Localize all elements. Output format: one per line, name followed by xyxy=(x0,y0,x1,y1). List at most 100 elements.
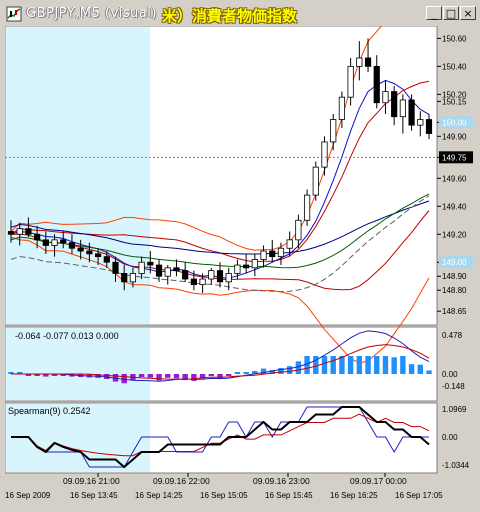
macd-indicator: 0.478 0.00 -0.148 xyxy=(8,330,465,391)
session-band-price xyxy=(6,27,150,324)
macd-histogram-bar xyxy=(374,356,380,374)
candle-body xyxy=(208,270,215,280)
candle-body xyxy=(7,231,15,235)
ma-slow-line xyxy=(10,200,430,255)
macd-histogram-bar xyxy=(278,367,284,374)
candle-body xyxy=(286,239,293,249)
candle-body xyxy=(51,239,58,246)
candle-body xyxy=(391,91,398,118)
candle-body xyxy=(373,65,380,104)
candle-body xyxy=(138,261,145,274)
spearman-label: Spearman(9) 0.2542 xyxy=(8,406,91,416)
maximize-button[interactable]: □ xyxy=(443,6,459,20)
macd-histogram-bar xyxy=(286,366,293,374)
macd-histogram-bar xyxy=(199,374,206,379)
minimize-icon: _ xyxy=(431,7,437,20)
macd-histogram-bar xyxy=(43,374,49,377)
macd-histogram-bar xyxy=(304,356,310,374)
candle-body xyxy=(103,256,110,263)
macd-signal-line xyxy=(11,344,430,380)
price-tick-label: 150.00 xyxy=(442,118,467,127)
macd-histogram-bar xyxy=(60,374,66,376)
macd-histogram-bar xyxy=(347,356,354,374)
candle-body xyxy=(216,270,224,283)
price-tick-label: 149.40 xyxy=(442,202,467,211)
time-label-bottom: 16 Sep 15:05 xyxy=(200,491,248,500)
time-label-top: 09.09.16 21:00 xyxy=(63,476,120,486)
macd-axis-label: 0.00 xyxy=(442,370,458,379)
macd-histogram-bar xyxy=(34,374,40,376)
price-tick-label: 150.20 xyxy=(442,90,467,99)
candle-body xyxy=(199,278,206,286)
macd-histogram-bar xyxy=(208,374,214,376)
candle-body xyxy=(164,267,171,277)
macd-histogram-bar xyxy=(8,372,14,374)
price-tick-label: 148.90 xyxy=(442,272,467,281)
candle-body xyxy=(86,250,93,255)
macd-histogram-bar xyxy=(252,370,258,374)
candle-body xyxy=(147,261,154,266)
price-tick-label: 150.15 xyxy=(442,97,467,106)
macd-label: -0.064 -0.077 0.013 0.000 xyxy=(15,331,119,341)
candle-body xyxy=(277,247,285,258)
macd-main-line xyxy=(11,330,430,382)
close-button[interactable]: × xyxy=(460,6,476,20)
candle-body xyxy=(68,242,76,249)
maximize-icon: □ xyxy=(445,7,457,20)
event-annotation: 米）消費者物価指数 xyxy=(162,7,298,25)
candle-body xyxy=(260,250,267,260)
candle-body xyxy=(155,264,163,277)
time-label-bottom: 16 Sep 13:45 xyxy=(70,491,118,500)
macd-histogram-bar xyxy=(269,370,275,374)
macd-histogram-bar xyxy=(165,374,171,378)
macd-histogram-bar xyxy=(156,374,162,381)
candle-body xyxy=(94,253,102,258)
candle-body xyxy=(382,91,389,104)
candle-body xyxy=(417,119,424,126)
price-tick-label: 149.20 xyxy=(442,230,467,239)
macd-histogram-bar xyxy=(382,356,389,374)
candle-body xyxy=(356,57,363,67)
macd-histogram-bar xyxy=(321,356,328,374)
time-label-bottom: 16 Sep 14:25 xyxy=(135,491,183,500)
minimize-button[interactable]: _ xyxy=(426,6,442,20)
macd-axis-label: 0.478 xyxy=(442,331,463,340)
time-axis: 09.09.16 21:00 09.09.16 22:00 09.09.16 23:… xyxy=(5,473,443,500)
time-label-bottom: 16 Sep 2009 xyxy=(5,491,51,500)
macd-histogram-bar xyxy=(121,374,127,384)
candle-body xyxy=(321,141,328,168)
price-tick-label: 149.75 xyxy=(442,153,467,162)
candle-body xyxy=(425,119,433,134)
candle-body xyxy=(338,96,346,120)
window-titlebar[interactable]: GBPJPY,M5 (visual) 米）消費者物価指数 _ □ × xyxy=(2,2,478,25)
time-label-top: 09.09.17 00:00 xyxy=(350,476,407,486)
price-highlight-badge xyxy=(439,116,473,129)
session-band-macd xyxy=(6,328,150,400)
candle-body xyxy=(173,267,180,272)
macd-histogram-bar xyxy=(217,374,223,379)
candle-body xyxy=(182,270,189,280)
macd-histogram-bar xyxy=(417,364,423,374)
candle-body xyxy=(225,273,232,283)
candle-body xyxy=(121,273,128,283)
macd-histogram-bar xyxy=(313,356,319,374)
candle-body xyxy=(295,219,302,241)
candle-body xyxy=(251,259,258,269)
time-label-top: 09.09.16 23:00 xyxy=(253,476,310,486)
macd-histogram-bar xyxy=(408,364,415,374)
macd-histogram-bar xyxy=(391,357,397,374)
price-tick-label: 150.40 xyxy=(442,62,467,71)
spearman-axis-label: -1.0344 xyxy=(442,461,470,470)
macd-histogram-bar xyxy=(234,372,241,374)
chart-area[interactable]: 150.60 150.40 150.20 150.15 150.00 149.90 149.… xyxy=(4,10,475,508)
macd-histogram-bar xyxy=(330,356,336,374)
candle-body xyxy=(42,239,49,246)
macd-histogram-bar xyxy=(260,368,267,374)
price-highlight-badge xyxy=(439,256,473,269)
spearman-axis-label: 0.00 xyxy=(442,433,458,442)
price-tick-label: 148.80 xyxy=(442,286,467,295)
time-label-bottom: 16 Sep 17:05 xyxy=(395,491,443,500)
time-label-bottom: 16 Sep 16:25 xyxy=(330,491,378,500)
